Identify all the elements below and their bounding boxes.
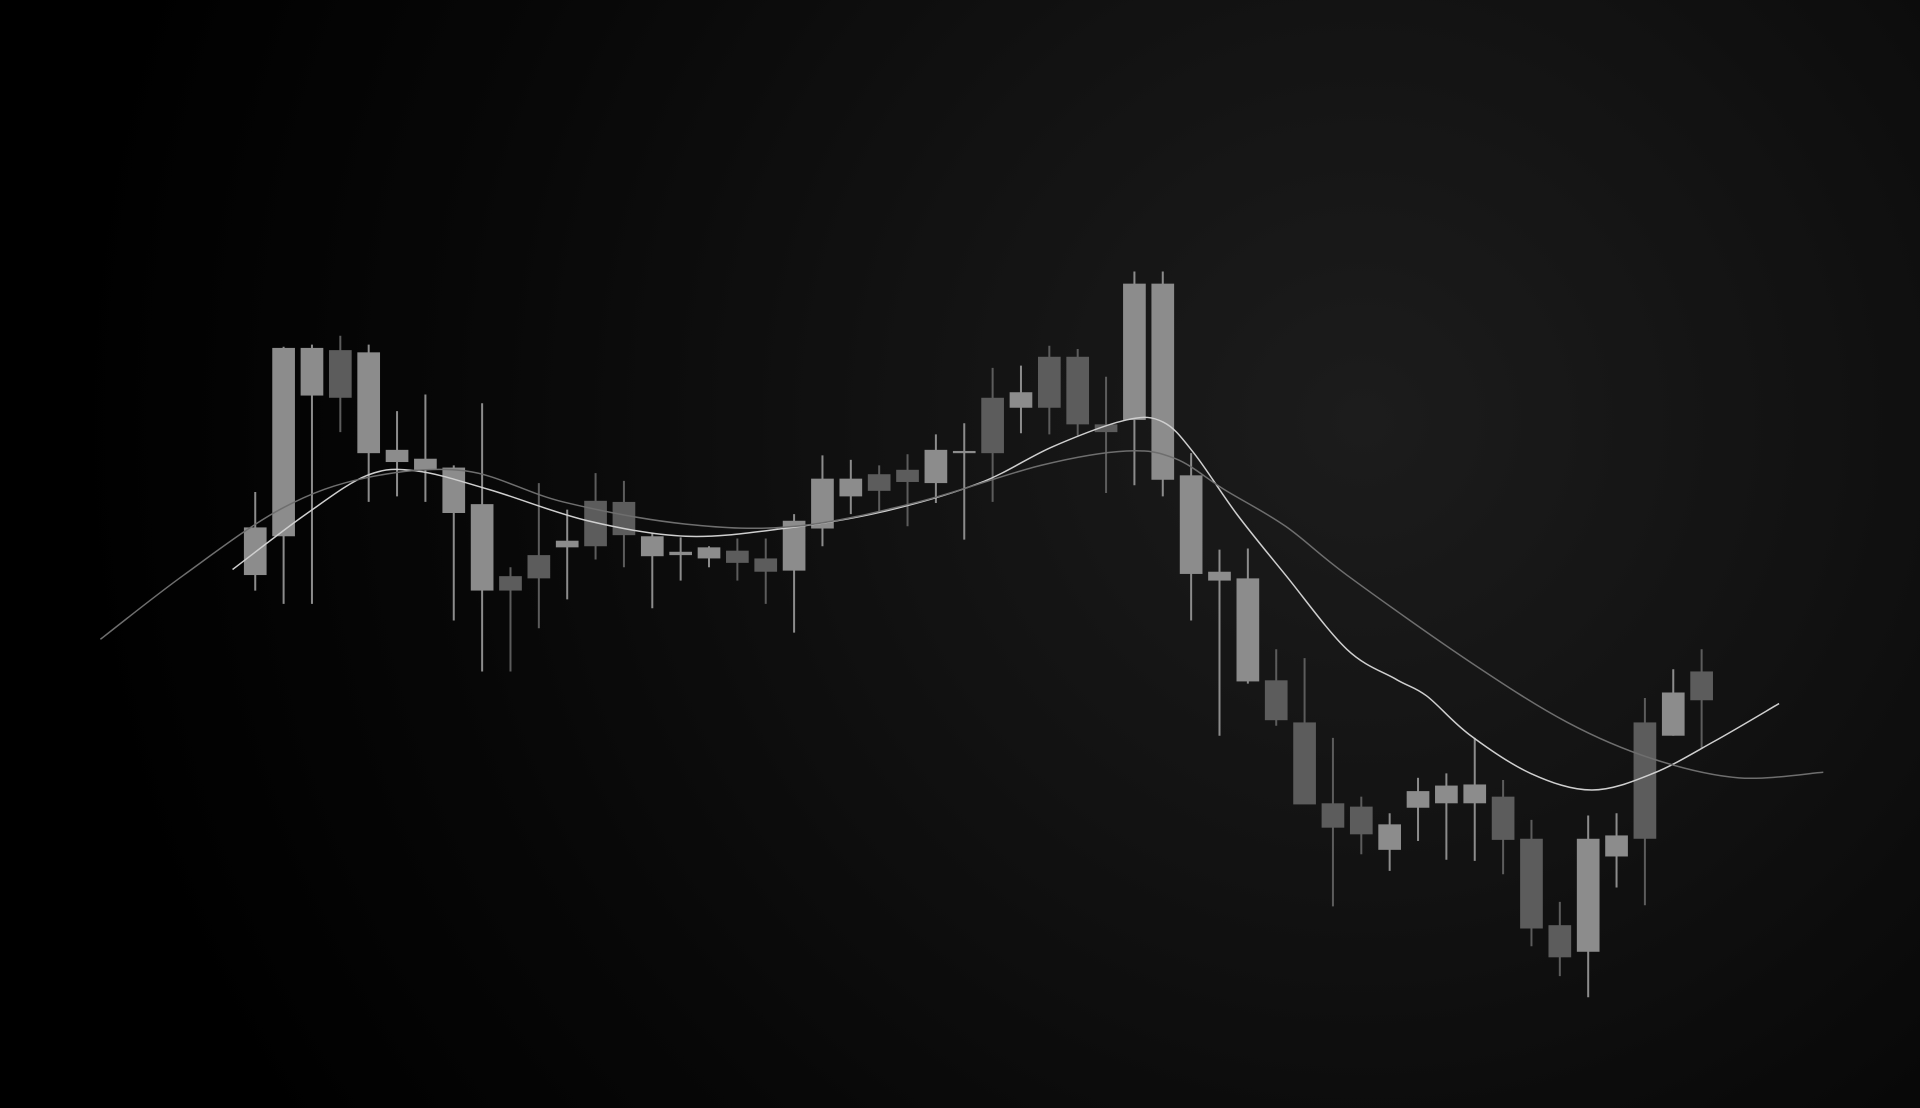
candle-body bbox=[952, 450, 976, 454]
candle-body bbox=[300, 347, 324, 396]
candle-body bbox=[1520, 838, 1543, 929]
moving-average-line bbox=[99, 449, 1824, 779]
candle-body bbox=[867, 474, 891, 491]
candle-body bbox=[1463, 784, 1487, 804]
candle-body bbox=[1037, 356, 1061, 408]
candle-body bbox=[924, 449, 948, 484]
candle-body bbox=[1066, 356, 1090, 425]
candle-body bbox=[811, 478, 834, 529]
candle-body bbox=[499, 576, 522, 591]
candle-body bbox=[1661, 692, 1685, 736]
candle-body bbox=[1264, 680, 1288, 721]
candle-body bbox=[1633, 722, 1657, 839]
candle-body bbox=[896, 469, 919, 482]
candle-body bbox=[1293, 722, 1316, 805]
candle-body bbox=[1491, 796, 1515, 840]
candle-body bbox=[272, 347, 295, 537]
candle-body bbox=[1548, 925, 1572, 958]
candle-body bbox=[527, 555, 551, 579]
candle-body bbox=[1208, 571, 1231, 581]
candle-body bbox=[584, 500, 607, 547]
candle-body bbox=[1151, 283, 1175, 480]
candle-body bbox=[470, 504, 494, 591]
candle-body bbox=[726, 550, 749, 563]
candle-body bbox=[754, 558, 778, 572]
candle-body bbox=[697, 547, 721, 559]
candle-body bbox=[1009, 392, 1033, 408]
candle-body bbox=[1349, 806, 1373, 835]
candle-body bbox=[442, 467, 466, 514]
candle-body bbox=[328, 350, 352, 398]
candle-body bbox=[1406, 791, 1430, 808]
candle-body bbox=[1435, 785, 1458, 804]
candle-body bbox=[1378, 824, 1402, 850]
candle-body bbox=[981, 397, 1004, 454]
candle-body bbox=[1321, 803, 1345, 828]
candle-body bbox=[782, 520, 806, 571]
candle-body bbox=[1236, 578, 1260, 682]
candle-body bbox=[357, 352, 381, 454]
candle-body bbox=[1690, 671, 1713, 701]
candle-body bbox=[1094, 424, 1118, 433]
moving-average-line bbox=[232, 416, 1780, 791]
candle-body bbox=[1605, 835, 1628, 857]
candle-body bbox=[1179, 475, 1203, 574]
candle-body bbox=[839, 478, 863, 497]
candle-body bbox=[1576, 838, 1600, 952]
candle-body bbox=[414, 458, 437, 470]
candle-body bbox=[555, 540, 579, 548]
candle-body bbox=[669, 551, 692, 556]
candle-body bbox=[640, 536, 664, 557]
candle-body bbox=[385, 449, 409, 463]
candle-body bbox=[1123, 283, 1146, 420]
